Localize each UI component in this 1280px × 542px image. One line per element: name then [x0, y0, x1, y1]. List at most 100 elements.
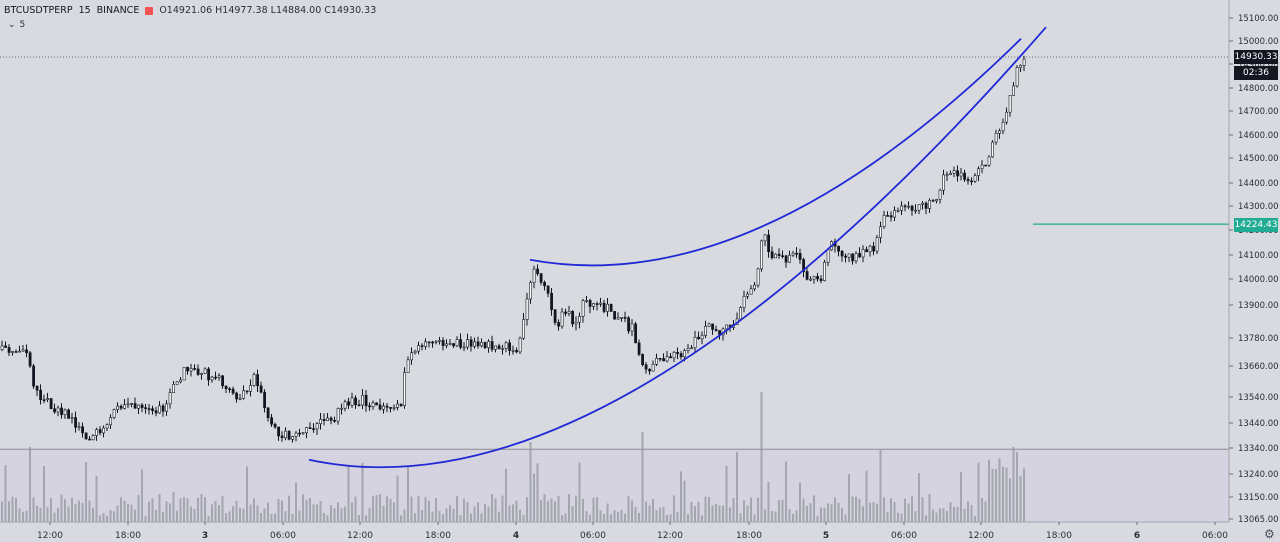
candle-body — [858, 253, 862, 258]
candle-body — [462, 346, 466, 349]
candle-body — [14, 351, 18, 353]
volume-bar — [281, 500, 283, 522]
volume-bar — [344, 506, 346, 522]
candle-body — [336, 408, 340, 422]
gear-icon[interactable]: ⚙ — [1264, 527, 1275, 541]
candle-body — [581, 300, 585, 317]
upper-channel-curve — [529, 38, 1022, 267]
candle-body — [644, 364, 648, 370]
volume-bar — [330, 505, 332, 522]
candle-body — [438, 340, 442, 342]
candle-body — [697, 336, 701, 340]
volume-bar — [540, 500, 542, 522]
volume-bar — [512, 504, 514, 522]
candle-body — [245, 390, 249, 393]
volume-bar — [676, 511, 679, 522]
candle-body — [74, 417, 78, 428]
volume-bar — [984, 501, 987, 522]
candle-body — [294, 432, 298, 437]
chevron-down-icon[interactable]: ⌄ — [8, 20, 16, 30]
candle-body — [25, 349, 29, 354]
candle-body — [7, 347, 11, 353]
candle-body — [1012, 85, 1016, 96]
candle-body — [819, 278, 823, 281]
time-tick-label: 12:00 — [968, 531, 994, 541]
last-price-tag: 14930.33 — [1234, 50, 1278, 64]
volume-bar — [557, 496, 560, 522]
volume-bar — [302, 494, 304, 522]
volume-bar — [1009, 478, 1011, 522]
candle-body — [483, 342, 487, 349]
volume-bar — [428, 500, 430, 522]
candle-body — [168, 392, 172, 405]
time-tick-label: 18:00 — [425, 531, 451, 541]
volume-bar — [802, 498, 805, 522]
candle-body — [448, 343, 452, 345]
candle-body — [886, 215, 890, 217]
volume-bar — [536, 463, 539, 522]
volume-bar — [120, 497, 122, 522]
candle-body — [655, 358, 659, 365]
volume-bar — [781, 499, 784, 522]
candle-body — [557, 322, 561, 327]
volume-bar — [932, 509, 934, 522]
volume-bar — [491, 494, 493, 522]
price-tick-label: 14300.00 — [1238, 202, 1279, 212]
candle-body — [854, 253, 858, 262]
candle-body — [501, 348, 505, 350]
candle-body — [676, 352, 680, 354]
volume-bar — [599, 510, 602, 522]
candle-body — [161, 405, 165, 412]
volume-bar — [900, 513, 903, 522]
candle-body — [298, 432, 302, 435]
candle-body — [620, 317, 624, 319]
volume-bar — [589, 514, 591, 522]
volume-bar — [977, 462, 980, 522]
exchange-label: BINANCE — [96, 5, 140, 16]
candle-body — [63, 409, 67, 416]
symbol-label[interactable]: BTCUSDTPERP — [4, 5, 73, 16]
volume-bar — [39, 507, 42, 522]
lower-channel-curve — [308, 26, 1047, 469]
candle-body — [536, 268, 540, 274]
candle-body — [550, 292, 554, 311]
candle-body — [497, 345, 501, 350]
volume-bar — [848, 474, 850, 522]
candle-body — [308, 427, 312, 430]
volume-bar — [652, 498, 654, 522]
candle-body — [109, 417, 113, 426]
price-tick-label: 14900.00 — [1238, 60, 1279, 70]
indicator-legend[interactable]: ⌄ 5 — [8, 20, 25, 30]
candle-body — [984, 164, 988, 167]
price-tick-label: 14700.00 — [1238, 107, 1279, 117]
volume-bar — [239, 507, 241, 522]
candle-body — [613, 311, 617, 320]
candle-body — [774, 253, 778, 259]
candle-body — [599, 302, 603, 305]
volume-bar — [214, 500, 217, 522]
candle-body — [872, 245, 876, 252]
volume-bar — [701, 515, 703, 522]
volume-bar — [148, 501, 150, 522]
volume-bar — [333, 507, 336, 522]
volume-bar — [799, 482, 801, 522]
volume-bar — [449, 505, 451, 522]
candle-body — [361, 394, 365, 406]
candle-body — [571, 311, 575, 325]
candle-body — [959, 172, 963, 177]
volume-bar — [809, 503, 812, 522]
candle-body — [259, 385, 263, 393]
candle-body — [662, 358, 666, 362]
candle-body — [270, 417, 274, 425]
candle-body — [371, 402, 375, 408]
interval-label[interactable]: 15 — [78, 5, 91, 16]
volume-bar — [372, 496, 374, 522]
volume-bar — [144, 515, 147, 522]
volume-bar — [253, 498, 255, 522]
candle-body — [868, 245, 872, 253]
volume-bar — [407, 466, 409, 522]
volume-bar — [526, 497, 528, 522]
volume-bar — [715, 504, 717, 522]
